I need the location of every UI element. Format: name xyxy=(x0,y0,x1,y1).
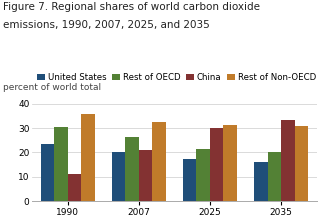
Legend: United States, Rest of OECD, China, Rest of Non-OECD: United States, Rest of OECD, China, Rest… xyxy=(36,73,316,82)
Bar xyxy=(125,137,139,201)
Bar xyxy=(254,162,267,201)
Bar xyxy=(267,152,281,201)
Bar xyxy=(41,144,54,201)
Bar xyxy=(295,126,308,201)
Bar xyxy=(81,114,95,201)
Bar xyxy=(210,128,224,201)
Bar xyxy=(112,152,125,201)
Text: emissions, 1990, 2007, 2025, and 2035: emissions, 1990, 2007, 2025, and 2035 xyxy=(3,20,210,30)
Bar xyxy=(224,124,237,201)
Bar xyxy=(54,127,68,201)
Bar xyxy=(281,120,295,201)
Bar xyxy=(68,174,81,201)
Bar xyxy=(152,122,166,201)
Bar xyxy=(183,158,196,201)
Text: Figure 7. Regional shares of world carbon dioxide: Figure 7. Regional shares of world carbo… xyxy=(3,2,260,12)
Text: percent of world total: percent of world total xyxy=(3,83,101,92)
Bar xyxy=(139,150,152,201)
Bar xyxy=(196,149,210,201)
